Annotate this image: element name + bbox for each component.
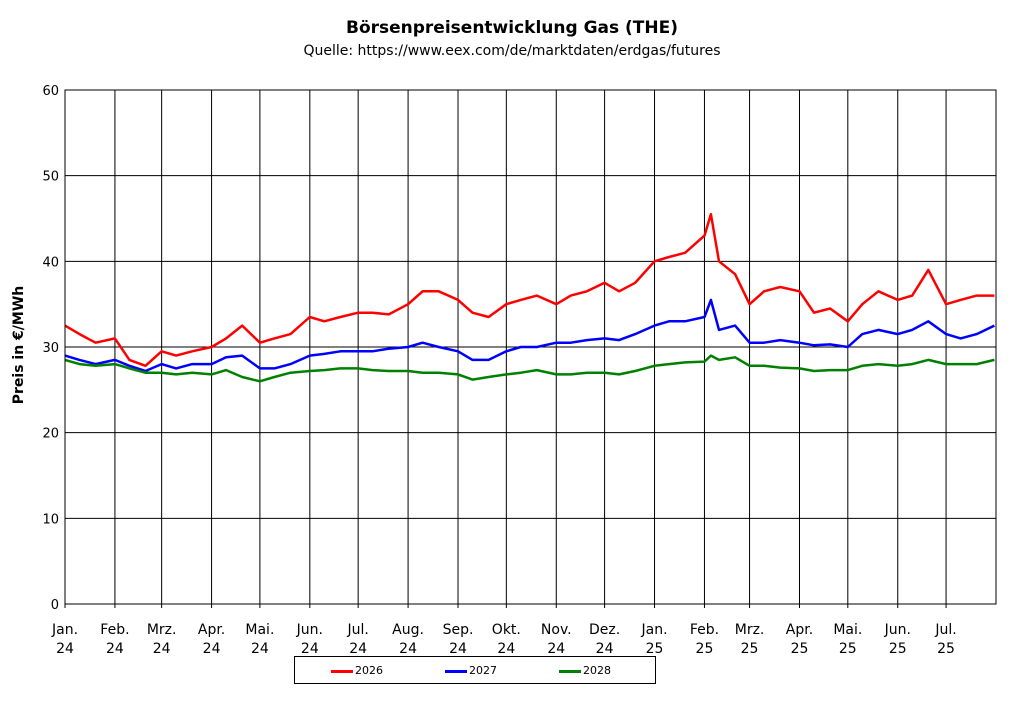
x-tick-month: Sep. bbox=[443, 622, 474, 638]
x-tick-year: 25 bbox=[889, 641, 907, 657]
x-tick-month: Dez. bbox=[589, 622, 620, 638]
series-lines bbox=[64, 212, 995, 383]
legend-item-2027: 2027 bbox=[445, 664, 497, 677]
x-tick-year: 24 bbox=[203, 641, 221, 657]
y-tick-label: 50 bbox=[42, 170, 59, 185]
x-tick-year: 24 bbox=[449, 641, 467, 657]
x-tick-labels: Jan. 24 Feb. 24 Mrz. 24 Apr. 24 Mai. 24 Jun. 24 Jul.… bbox=[51, 622, 957, 657]
legend-swatch-2026 bbox=[331, 669, 353, 673]
chart-subtitle: Quelle: https://www.eex.com/de/marktdate… bbox=[303, 43, 721, 59]
y-tick-labels: 0 10 20 30 40 50 60 bbox=[42, 84, 59, 613]
x-tick-month: Jun. bbox=[296, 622, 323, 638]
x-tick-month: Mrz. bbox=[735, 622, 765, 638]
legend-label-2028: 2028 bbox=[583, 664, 611, 677]
x-tick-year: 24 bbox=[301, 641, 319, 657]
x-tick-year: 24 bbox=[56, 641, 74, 657]
x-tick-month: Apr. bbox=[198, 622, 225, 638]
legend-label-2027: 2027 bbox=[469, 664, 497, 677]
x-tick-month: Okt. bbox=[492, 622, 521, 638]
x-tick-month: Jan. bbox=[641, 622, 668, 638]
y-tick-label: 30 bbox=[42, 341, 59, 356]
y-tick-label: 20 bbox=[42, 427, 59, 442]
x-tick-month: Jul. bbox=[346, 622, 368, 638]
x-tick-year: 24 bbox=[153, 641, 171, 657]
legend-item-2026: 2026 bbox=[331, 664, 383, 677]
x-tick-month: Mai. bbox=[245, 622, 274, 638]
plot-frame bbox=[64, 89, 997, 605]
x-tick-year: 24 bbox=[547, 641, 565, 657]
x-tick-year: 24 bbox=[106, 641, 124, 657]
x-tick-year: 25 bbox=[839, 641, 857, 657]
x-tick-year: 24 bbox=[349, 641, 367, 657]
legend-label-2026: 2026 bbox=[355, 664, 383, 677]
legend-item-2028: 2028 bbox=[559, 664, 611, 677]
x-tick-month: Jul. bbox=[934, 622, 956, 638]
y-tick-label: 0 bbox=[51, 598, 59, 613]
x-tick-year: 25 bbox=[791, 641, 809, 657]
x-tick-year: 24 bbox=[497, 641, 515, 657]
chart-title: Börsenpreisentwicklung Gas (THE) bbox=[345, 18, 679, 38]
axes bbox=[64, 89, 997, 605]
x-tick-month: Jan. bbox=[51, 622, 78, 638]
series-line-2026 bbox=[64, 212, 995, 368]
x-tick-year: 25 bbox=[741, 641, 759, 657]
series-line-2028 bbox=[64, 354, 995, 383]
legend: 2026 2027 2028 bbox=[294, 656, 656, 684]
x-tick-month: Apr. bbox=[786, 622, 813, 638]
y-tick-label: 10 bbox=[42, 512, 59, 527]
x-tick-year: 25 bbox=[646, 641, 664, 657]
x-tick-month: Mrz. bbox=[147, 622, 177, 638]
series-line-2027 bbox=[64, 298, 995, 373]
legend-swatch-2027 bbox=[445, 669, 467, 673]
x-tick-month: Aug. bbox=[392, 622, 424, 638]
legend-swatch-2028 bbox=[559, 669, 581, 673]
x-tick-year: 24 bbox=[399, 641, 417, 657]
y-tick-label: 40 bbox=[42, 255, 59, 270]
x-tick-year: 24 bbox=[596, 641, 614, 657]
y-axis-label: Preis in €/MWh bbox=[11, 286, 27, 405]
x-tick-month: Mai. bbox=[833, 622, 862, 638]
x-tick-month: Jun. bbox=[884, 622, 911, 638]
x-tick-year: 25 bbox=[937, 641, 955, 657]
x-tick-year: 25 bbox=[696, 641, 714, 657]
x-tick-month: Feb. bbox=[690, 622, 719, 638]
y-tick-label: 60 bbox=[42, 84, 59, 99]
x-tick-month: Nov. bbox=[541, 622, 572, 638]
x-tick-month: Feb. bbox=[100, 622, 129, 638]
x-tick-year: 24 bbox=[251, 641, 269, 657]
